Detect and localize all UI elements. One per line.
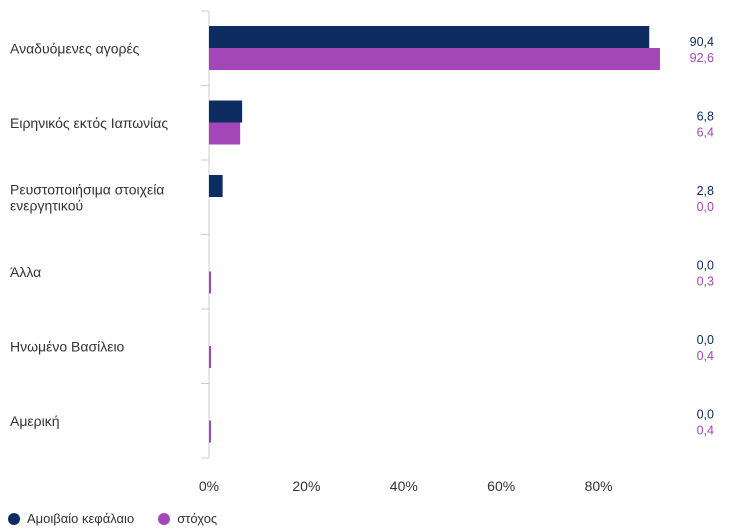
value-label-target: 0,4 xyxy=(697,349,714,363)
bar-fund xyxy=(209,175,223,197)
value-label-fund: 6,8 xyxy=(697,110,714,124)
x-tick-label: 40% xyxy=(390,478,418,494)
x-tick-labels: 0% 20% 40% 60% 80% xyxy=(199,478,613,494)
x-tick-label: 80% xyxy=(585,478,613,494)
legend-label-fund: Αμοιβαίο κεφάλαιο xyxy=(27,511,135,526)
bar-chart: Αναδυόμενες αγορές Ειρηνικός εκτός Ιαπωνί… xyxy=(10,10,714,494)
category-label: Άλλα xyxy=(10,264,41,280)
bar-target xyxy=(209,346,211,368)
category-label: Αναδυόμενες αγορές xyxy=(10,40,140,56)
category-separators xyxy=(201,10,209,459)
bar-target xyxy=(209,271,211,294)
bar-fund xyxy=(209,100,243,123)
value-label-fund: 0,0 xyxy=(697,333,714,347)
x-tick-label: 0% xyxy=(199,478,219,494)
value-label-target: 6,4 xyxy=(697,126,714,140)
value-label-fund: 90,4 xyxy=(690,35,714,49)
legend-label-target: στόχος xyxy=(177,511,218,526)
category-label: Ειρηνικός εκτός Ιαπωνίας xyxy=(10,115,168,131)
value-label-target: 92,6 xyxy=(690,51,714,65)
category-label: Ηνωμένο Βασίλειο xyxy=(10,338,125,354)
legend-item-target[interactable]: στόχος xyxy=(158,511,217,526)
legend-item-fund[interactable]: Αμοιβαίο κεφάλαιο xyxy=(8,511,134,526)
value-label-target: 0,4 xyxy=(697,424,714,438)
value-label-target: 0,3 xyxy=(697,275,714,289)
bar-target xyxy=(209,122,241,145)
legend-dot-target-icon xyxy=(158,512,171,525)
value-label-fund: 2,8 xyxy=(697,184,714,198)
category-labels: Αναδυόμενες αγορές Ειρηνικός εκτός Ιαπωνί… xyxy=(10,40,168,429)
legend-dot-fund-icon xyxy=(8,512,20,525)
x-tick-label: 60% xyxy=(487,478,515,494)
value-labels: 90,4 6,8 2,8 0,0 0,0 0,0 92,6 6,4 0,0 0,3 0,4 0,4 xyxy=(690,35,714,438)
category-label: Αμερική xyxy=(10,413,60,429)
x-tick-label: 20% xyxy=(292,478,320,494)
bar-fund xyxy=(209,26,650,48)
value-label-target: 0,0 xyxy=(697,200,714,214)
bar-target xyxy=(209,48,660,70)
legend: Αμοιβαίο κεφάλαιο στόχος xyxy=(8,511,241,526)
value-label-fund: 0,0 xyxy=(697,259,714,273)
category-label: Ρευστοποιήσιμα στοιχεία ενεργητικού xyxy=(10,181,164,213)
value-label-fund: 0,0 xyxy=(697,408,714,422)
bar-target xyxy=(209,420,211,443)
bars xyxy=(209,26,660,443)
